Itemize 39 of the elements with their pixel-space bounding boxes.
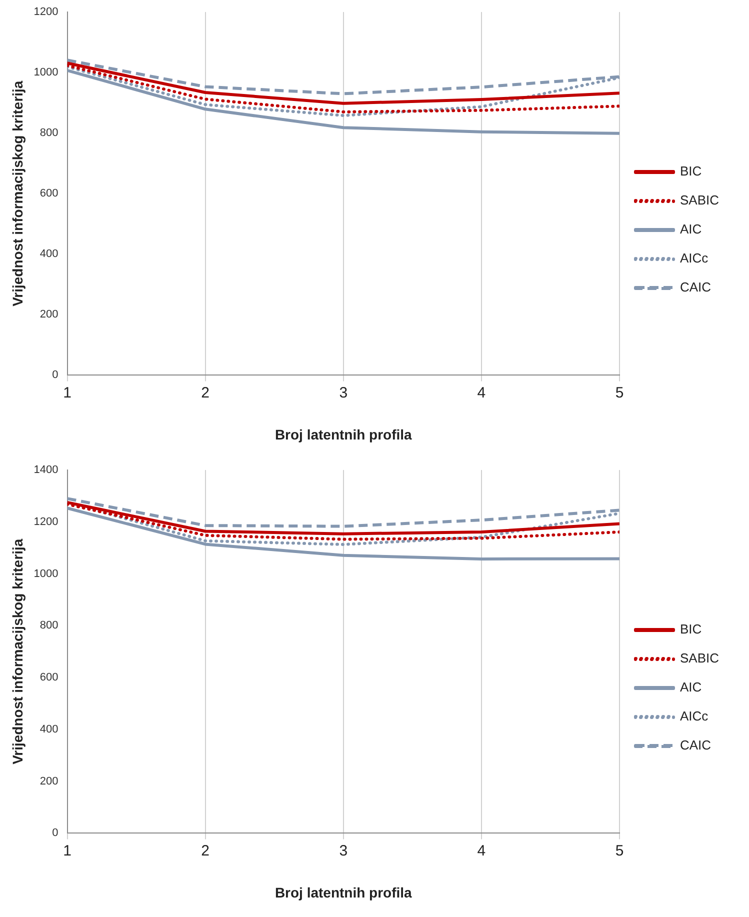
y-axis-title: Vrijednost informacijskog kriterija xyxy=(9,80,26,306)
y-tick-label: 1000 xyxy=(34,568,58,580)
x-tick-label: 4 xyxy=(477,842,486,860)
y-tick-label: 200 xyxy=(40,775,58,788)
x-tick-label: 3 xyxy=(339,384,348,402)
y-tick-label: 800 xyxy=(40,127,58,140)
y-tick-label: 600 xyxy=(40,672,58,684)
x-axis-title: Broj latentnih profila xyxy=(274,426,412,442)
legend-label: AIC xyxy=(680,680,702,695)
legend-label: SABIC xyxy=(680,192,720,208)
legend-label: BIC xyxy=(680,622,702,637)
y-tick-label: 400 xyxy=(40,723,58,736)
legend-label: BIC xyxy=(680,164,702,179)
legend-label: CAIC xyxy=(680,738,712,753)
y-tick-label: 1200 xyxy=(34,6,58,18)
legend-label: SABIC xyxy=(680,650,720,666)
x-tick-label: 5 xyxy=(615,384,624,402)
legend-label: AICc xyxy=(680,250,709,266)
x-tick-label: 2 xyxy=(201,384,210,402)
y-tick-label: 0 xyxy=(52,369,58,382)
legend-label: AICc xyxy=(680,708,709,724)
x-tick-label: 3 xyxy=(339,842,348,860)
x-axis-title: Broj latentnih profila xyxy=(274,884,412,900)
y-tick-label: 0 xyxy=(52,827,58,840)
y-axis-title: Vrijednost informacijskog kriterija xyxy=(9,538,26,764)
x-tick-label: 1 xyxy=(63,842,72,860)
y-tick-label: 1200 xyxy=(34,516,58,528)
y-tick-label: 600 xyxy=(40,188,58,200)
y-tick-label: 1000 xyxy=(34,66,58,79)
y-tick-label: 800 xyxy=(40,620,58,632)
legend-label: CAIC xyxy=(680,280,712,295)
x-tick-label: 4 xyxy=(477,384,486,402)
x-tick-label: 1 xyxy=(63,384,72,402)
legend-label: AIC xyxy=(680,222,702,237)
y-tick-label: 400 xyxy=(40,248,58,260)
x-tick-label: 5 xyxy=(615,842,624,860)
y-tick-label: 1400 xyxy=(34,464,58,476)
y-tick-label: 200 xyxy=(40,308,58,321)
x-tick-label: 2 xyxy=(201,842,210,860)
